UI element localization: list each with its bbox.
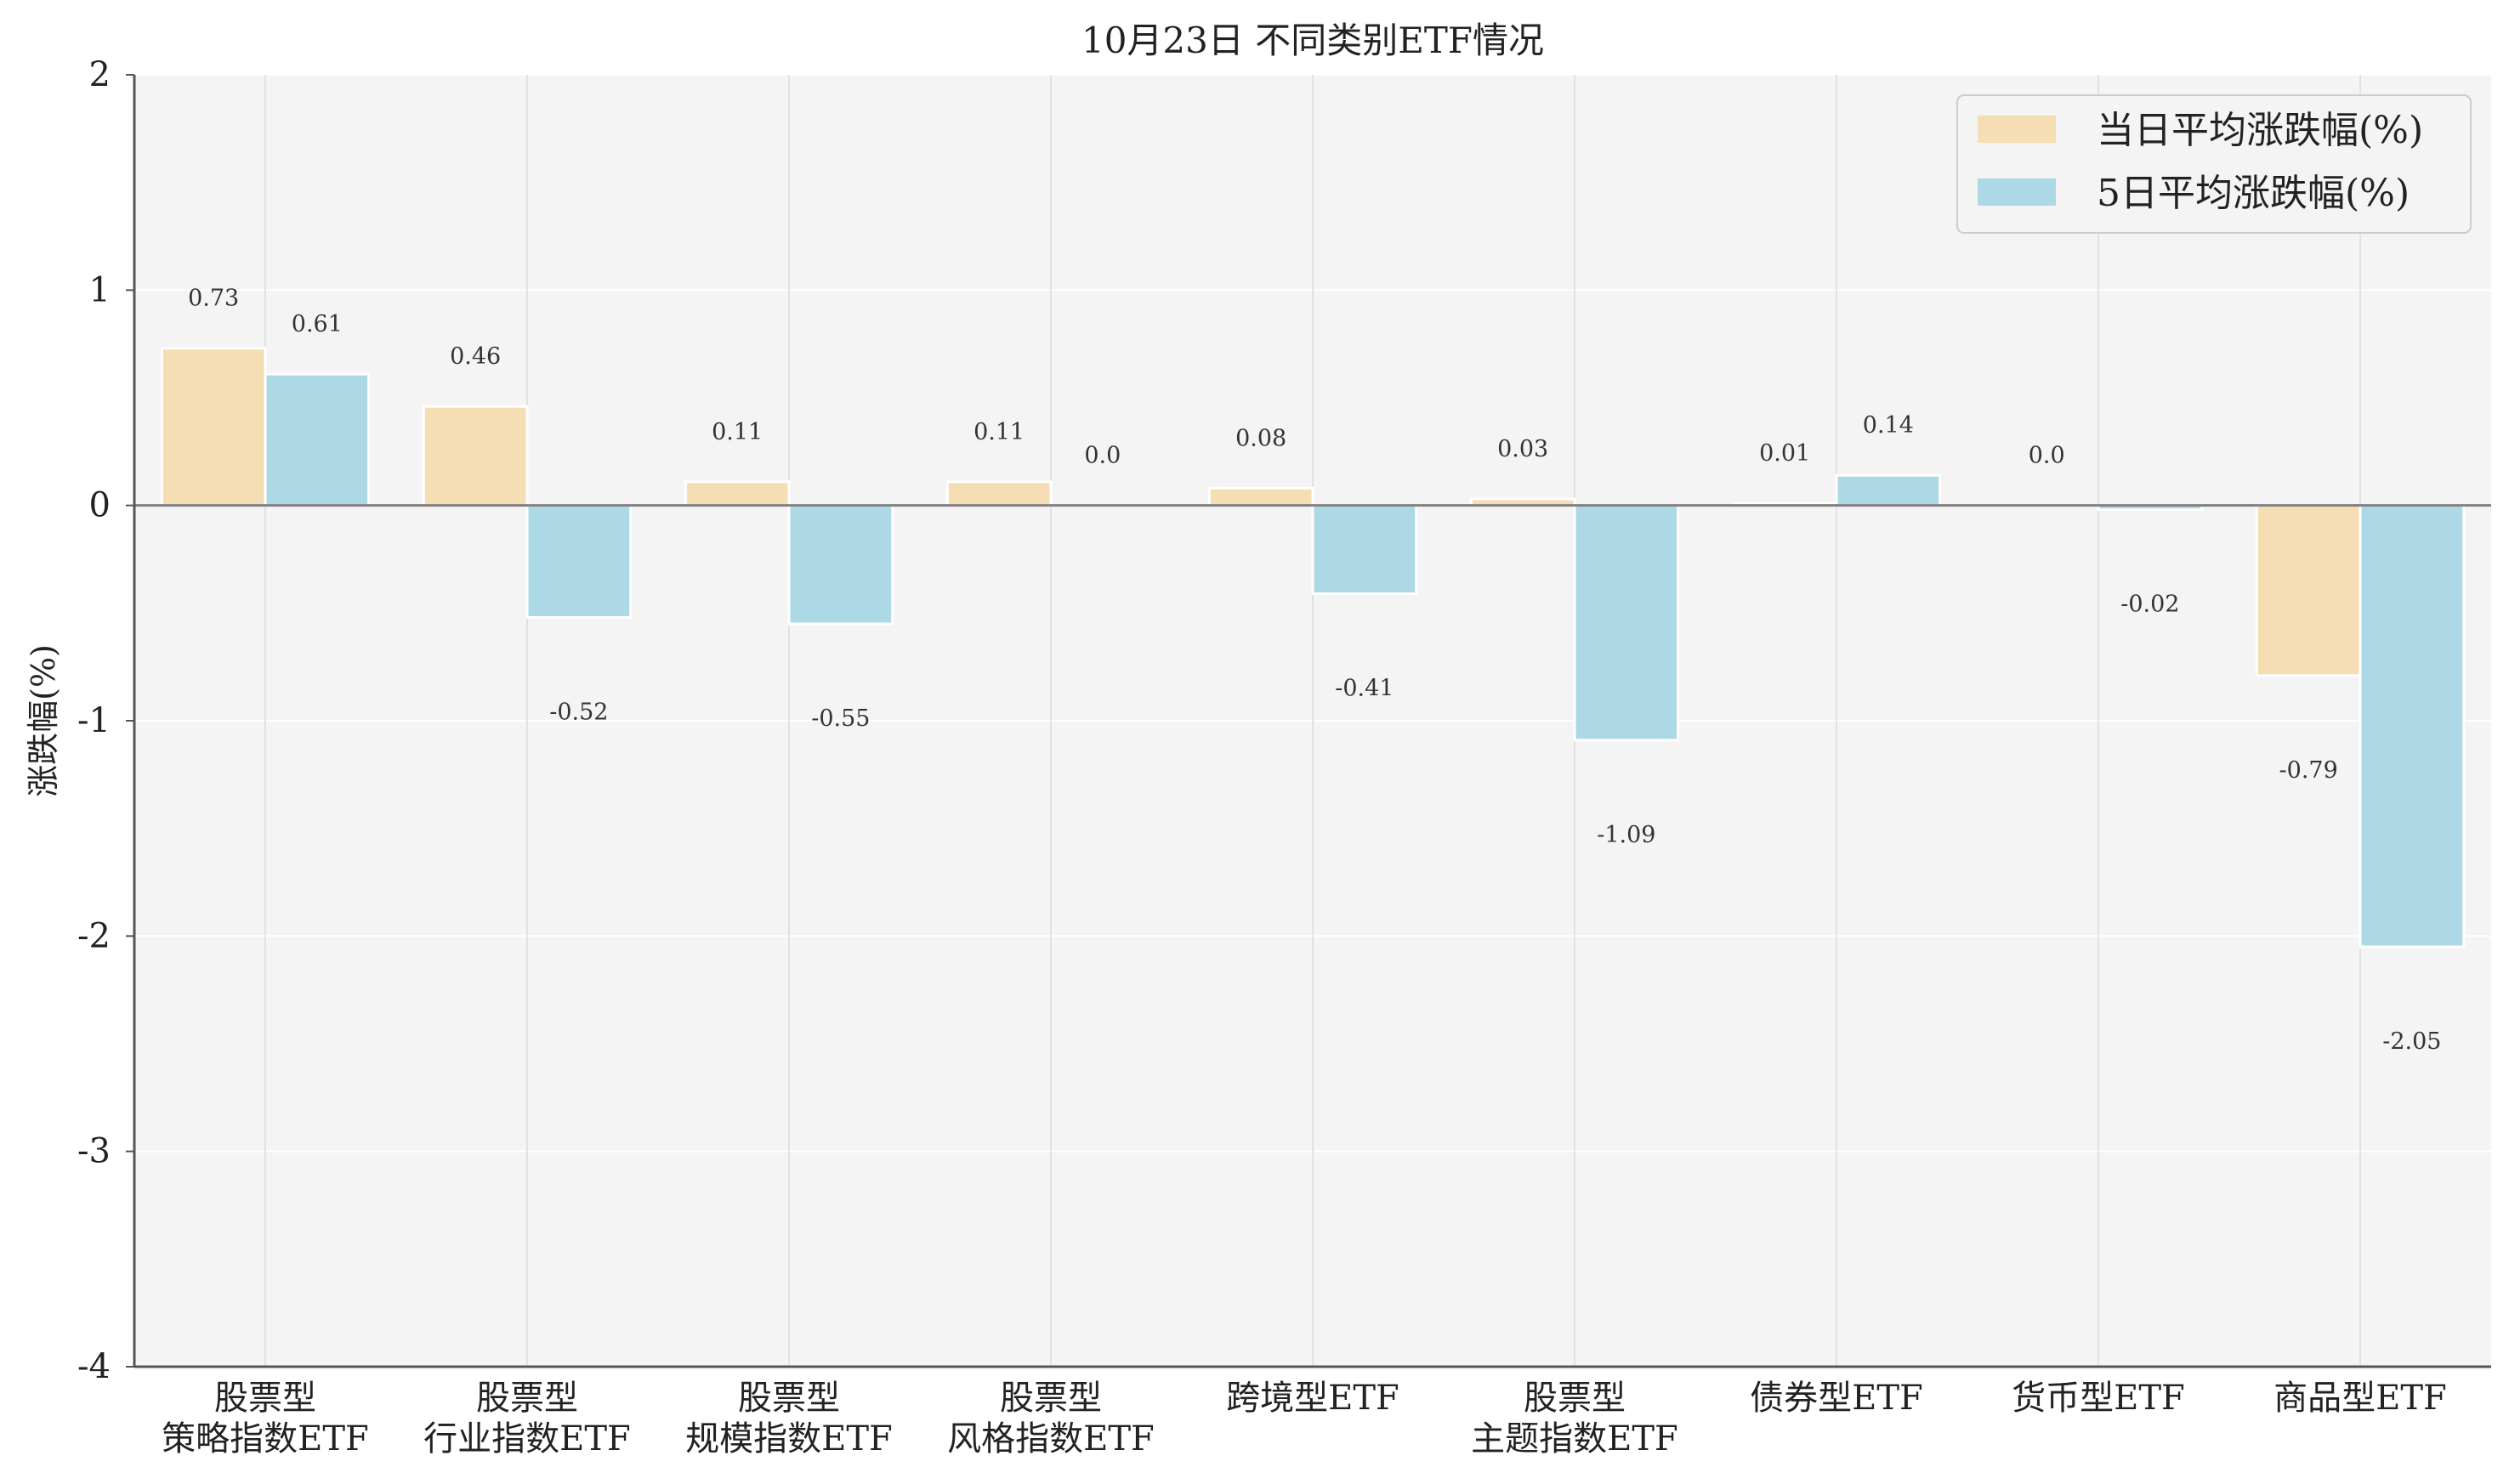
data-label-s0-c3: 0.11 <box>974 419 1025 445</box>
x-tick-label-1: 股票型行业指数ETF <box>423 1379 631 1459</box>
data-label-s1-c4: -0.41 <box>1335 676 1394 702</box>
data-label-s0-c8: -0.79 <box>2279 757 2338 784</box>
x-tick-label-8: 商品型ETF <box>2273 1379 2447 1418</box>
bar-s1-c5 <box>1573 504 1680 742</box>
x-tick-label-6: 债券型ETF <box>1750 1379 1923 1418</box>
bar-s0-c3 <box>945 480 1053 507</box>
data-label-s0-c4: 0.08 <box>1235 425 1286 451</box>
legend-label-today: 当日平均涨跌幅(%) <box>2097 109 2423 152</box>
x-tick-label-2: 股票型规模指数ETF <box>685 1379 893 1459</box>
data-label-s0-c0: 0.73 <box>188 286 239 312</box>
x-tick-label-0: 股票型策略指数ETF <box>162 1379 369 1459</box>
data-label-s0-c7: 0.0 <box>2029 443 2065 469</box>
data-label-s1-c2: -0.55 <box>811 705 870 732</box>
x-tick-label-5: 股票型主题指数ETF <box>1471 1379 1678 1459</box>
data-label-s1-c3: 0.0 <box>1084 443 1121 469</box>
bar-s1-c2 <box>787 504 894 626</box>
bar-s1-c6 <box>1835 473 1942 507</box>
legend-box <box>1956 94 2472 234</box>
y-tick-label-2: 0 <box>89 486 111 525</box>
data-label-s1-c6: 0.14 <box>1863 412 1914 439</box>
x-axis-ticks: 股票型策略指数ETF 股票型行业指数ETF 股票型规模指数ETF 股票型风格指数ETF… <box>162 1379 2447 1459</box>
chart-title: 10月23日 不同类别ETF情况 <box>1081 20 1544 61</box>
data-label-s1-c5: -1.09 <box>1597 822 1655 848</box>
y-axis-label: 涨跌幅(%) <box>25 644 62 797</box>
data-label-s0-c6: 0.01 <box>1759 440 1810 467</box>
x-tick-label-4: 跨境型ETF <box>1226 1379 1399 1418</box>
y-tick-label-1: 1 <box>89 270 111 309</box>
legend-swatch-today <box>1978 116 2056 143</box>
data-label-s1-c0: 0.61 <box>292 311 343 337</box>
x-tick-label-7: 货币型ETF <box>2012 1379 2185 1418</box>
data-label-s1-c8: -2.05 <box>2382 1028 2441 1055</box>
y-tick-label-5: -3 <box>77 1132 111 1171</box>
bar-s0-c0 <box>160 347 267 507</box>
bar-s0-c2 <box>684 480 791 507</box>
bar-s1-c1 <box>525 504 633 619</box>
bar-s1-c8 <box>2359 504 2466 949</box>
bar-s0-c4 <box>1207 486 1314 507</box>
bar-s0-c1 <box>422 405 529 507</box>
bar-s0-c8 <box>2255 504 2362 677</box>
legend-label-5day: 5日平均涨跌幅(%) <box>2097 172 2410 215</box>
bar-s1-c4 <box>1311 504 1418 596</box>
y-axis-ticks: 2 1 0 -1 -2 -3 -4 <box>77 55 134 1386</box>
y-tick-label-6: -4 <box>77 1347 111 1386</box>
data-label-s0-c2: 0.11 <box>712 419 763 445</box>
data-label-s0-c1: 0.46 <box>450 343 501 370</box>
data-labels: 0.73 0.46 0.11 0.11 0.08 0.03 0.01 0.0 -0.79 0.61… <box>188 286 2441 1055</box>
y-tick-label-3: -1 <box>77 701 111 740</box>
legend: 当日平均涨跌幅(%) 5日平均涨跌幅(%) <box>1956 94 2472 234</box>
data-label-s0-c5: 0.03 <box>1497 436 1548 462</box>
bar-s1-c0 <box>264 372 371 507</box>
y-tick-label-0: 2 <box>89 55 111 94</box>
legend-swatch-5day <box>1978 178 2056 206</box>
data-label-s1-c1: -0.52 <box>549 699 608 725</box>
y-tick-label-4: -2 <box>77 916 111 955</box>
x-tick-label-3: 股票型风格指数ETF <box>947 1379 1155 1459</box>
bars <box>160 347 2466 949</box>
data-label-s1-c7: -0.02 <box>2120 592 2179 618</box>
